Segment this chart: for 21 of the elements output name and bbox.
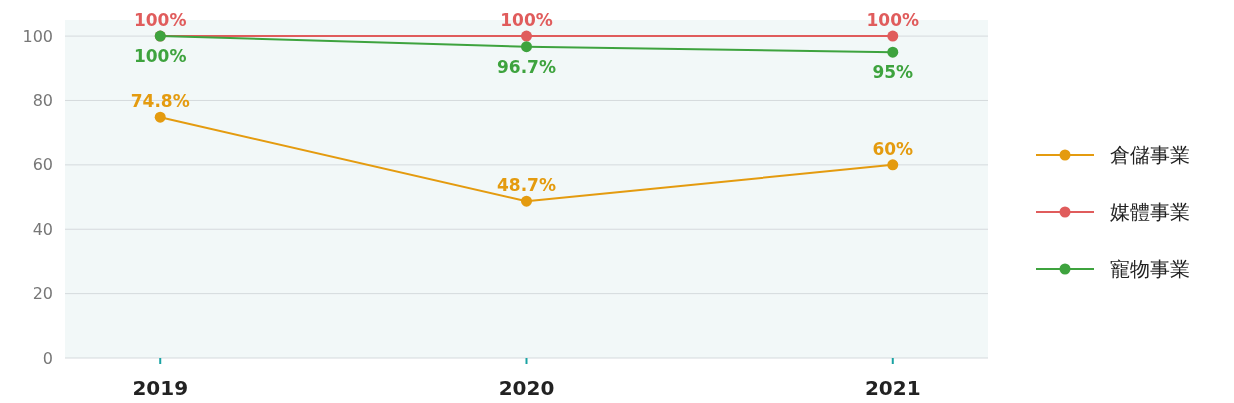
data-label: 95% xyxy=(872,62,914,83)
y-tick-label: 100 xyxy=(22,26,53,46)
x-tick-label: 2021 xyxy=(864,376,921,400)
data-label: 60% xyxy=(872,138,914,159)
data-label: 74.8% xyxy=(130,91,190,112)
data-label: 100% xyxy=(500,10,553,31)
data-label: 48.7% xyxy=(497,175,556,196)
legend-label: 寵物事業 xyxy=(1110,257,1190,281)
y-tick-label: 20 xyxy=(32,284,53,304)
y-tick-label: 80 xyxy=(32,91,53,111)
y-tick-label: 0 xyxy=(42,348,53,368)
x-tick-label: 2020 xyxy=(498,376,555,400)
y-tick-label: 60 xyxy=(32,155,53,175)
data-label: 100% xyxy=(133,46,187,67)
legend-label: 倉儲事業 xyxy=(1110,143,1190,167)
data-label: 96.7% xyxy=(497,56,556,77)
data-label: 100% xyxy=(866,10,920,31)
x-tick-label: 2019 xyxy=(132,376,189,400)
legend-label: 媒體事業 xyxy=(1110,200,1190,224)
y-tick-label: 40 xyxy=(32,219,53,239)
data-label: 100% xyxy=(133,10,187,31)
